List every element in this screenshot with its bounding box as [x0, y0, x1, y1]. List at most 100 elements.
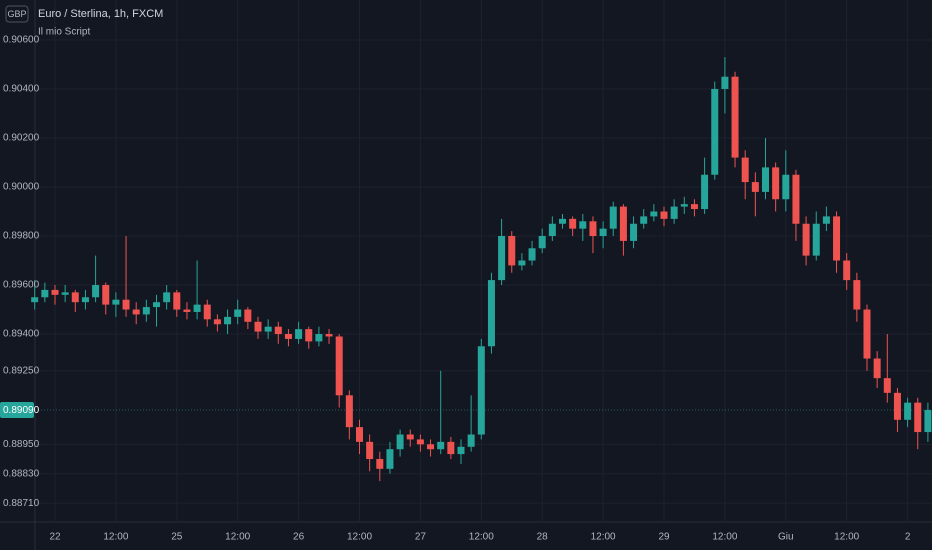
- labels: 0.90600 0.90400 0.90200 0.90000 0.89800 0.896…: [0, 35, 911, 543]
- last-price-badge: [0, 402, 34, 419]
- x-tick-label: 25: [171, 532, 183, 543]
- candle-body: [396, 434, 404, 450]
- candle-body: [345, 395, 353, 428]
- candle-body: [680, 204, 688, 207]
- candle-body: [792, 174, 800, 224]
- candle-body: [31, 297, 39, 303]
- candle-body: [873, 358, 881, 379]
- last-price-label: 0.89090: [3, 405, 40, 416]
- candle-body: [416, 439, 424, 445]
- candle-body: [173, 292, 181, 310]
- candle-body: [893, 392, 901, 420]
- candle-body: [112, 299, 120, 305]
- candle-body: [924, 410, 932, 433]
- candle-body: [518, 260, 526, 266]
- candle-body: [203, 304, 211, 320]
- candle-body: [731, 76, 739, 158]
- candle-body: [762, 167, 769, 192]
- candle-body: [153, 302, 160, 308]
- candle-body: [498, 236, 506, 281]
- candle-body: [863, 309, 871, 359]
- candle-body: [71, 292, 79, 303]
- x-tick-label: 12:00: [225, 532, 250, 543]
- candle-body: [386, 449, 394, 469]
- currency-badge[interactable]: GBP: [7, 9, 26, 19]
- candle-body: [295, 329, 303, 339]
- candle-body: [843, 260, 851, 281]
- candle-body: [630, 223, 638, 241]
- candle-body: [579, 221, 587, 229]
- candle-body: [92, 285, 100, 298]
- candle-body: [711, 88, 719, 175]
- candle-body: [193, 304, 201, 312]
- candle-body: [51, 289, 59, 295]
- candle-body: [366, 441, 374, 460]
- x-tick-label: 12:00: [103, 532, 128, 543]
- grid: [35, 0, 932, 522]
- candle-body: [670, 206, 678, 219]
- x-tick-label: 26: [293, 532, 305, 543]
- candle-body: [142, 307, 150, 315]
- candle-body: [883, 378, 891, 393]
- candle-body: [640, 216, 648, 224]
- candle-body: [538, 236, 546, 249]
- y-tick-label: 0.90600: [3, 35, 40, 46]
- candle-body: [406, 434, 414, 440]
- candle-body: [213, 319, 221, 325]
- candle-body: [457, 446, 465, 455]
- candle-body: [427, 444, 435, 450]
- candle-body: [274, 326, 282, 335]
- y-tick-label: 0.88830: [3, 468, 40, 479]
- x-tick-label: 22: [49, 532, 61, 543]
- candle-body: [802, 223, 810, 256]
- candle-body: [315, 334, 323, 342]
- chart-title: Euro / Sterlina, 1h, FXCM: [38, 8, 163, 20]
- x-tick-label: 28: [537, 532, 549, 543]
- candle-body: [751, 182, 759, 192]
- candle-body: [609, 206, 617, 229]
- candle-body: [853, 280, 861, 310]
- candle-body: [548, 223, 556, 237]
- candle-body: [61, 292, 69, 295]
- candle-body: [467, 434, 475, 447]
- candle-body: [619, 206, 627, 241]
- candle-body: [122, 299, 130, 310]
- x-tick-label: 12:00: [834, 532, 859, 543]
- x-tick-label: Giu: [778, 532, 794, 543]
- candles: [31, 57, 932, 482]
- candle-body: [904, 402, 912, 420]
- candle-body: [254, 321, 262, 332]
- y-tick-label: 0.89800: [3, 231, 40, 242]
- y-tick-label: 0.90200: [3, 133, 40, 144]
- candle-body: [569, 218, 577, 229]
- candle-body: [589, 221, 597, 237]
- x-tick-label: 2: [905, 532, 911, 543]
- candle-body: [650, 211, 658, 217]
- candle-body: [833, 216, 841, 261]
- candle-body: [701, 174, 709, 210]
- candle-body: [559, 218, 566, 224]
- candle-body: [244, 309, 252, 322]
- candle-body: [81, 297, 89, 303]
- candle-body: [102, 285, 110, 305]
- candle-body: [325, 334, 333, 337]
- candle-body: [305, 329, 313, 342]
- x-tick-label: 12:00: [712, 532, 737, 543]
- candle-body: [335, 336, 343, 396]
- candle-body: [356, 427, 363, 442]
- candle-body: [772, 167, 780, 200]
- candle-body: [447, 441, 455, 455]
- candle-body: [284, 334, 292, 339]
- candle-body: [822, 216, 830, 224]
- x-tick-label: 12:00: [591, 532, 616, 543]
- candle-body: [782, 174, 790, 200]
- candle-body: [508, 236, 516, 266]
- badge-frame: [5, 5, 29, 23]
- candle-body: [132, 309, 140, 315]
- indicator-name[interactable]: Il mio Script: [38, 27, 90, 38]
- y-tick-label: 0.90400: [3, 84, 40, 95]
- x-tick-label: 29: [658, 532, 670, 543]
